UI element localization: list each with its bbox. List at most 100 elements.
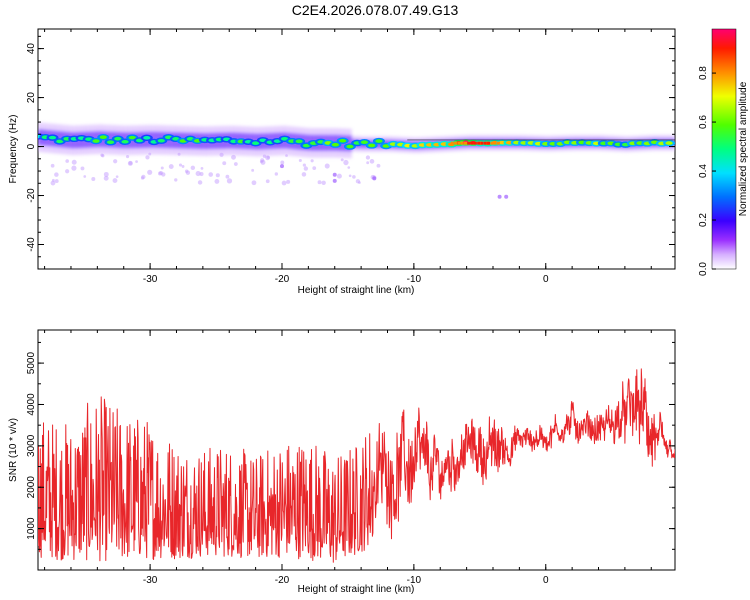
spectrogram-speck (135, 160, 138, 163)
spectrogram-speck (301, 172, 307, 177)
spectrogram-speck (159, 170, 164, 175)
snr-x-tick-label: -30 (143, 575, 158, 586)
spectrogram-speck (372, 176, 377, 181)
spectrogram-cell (273, 139, 281, 143)
spectrogram-cell (480, 141, 484, 145)
snr-y-axis: 1000 2000 3000 4000 5000 (26, 341, 675, 550)
spectrogram-speck (101, 154, 105, 158)
spectrogram-speck (168, 164, 174, 170)
spectrogram-speck (222, 161, 227, 166)
spectrogram-speck (226, 178, 233, 184)
chart-title: C2E4.2026.078.07.49.G13 (291, 2, 459, 18)
spectrogram-speck (112, 178, 118, 184)
spectrogram-speck (298, 159, 302, 163)
colorbar-tick-label: 0.8 (698, 66, 709, 80)
spectrogram-speck (497, 194, 502, 199)
colorbar-tick-label: 0.0 (698, 262, 709, 276)
spectrogram-speck (71, 159, 77, 165)
spectrogram-speck (504, 194, 509, 199)
spectrogram-heatmap (38, 122, 675, 199)
spectrogram-speck (369, 159, 375, 164)
spectrogram-speck (281, 180, 287, 186)
spectrogram-speck (214, 179, 220, 184)
spectrogram-speck (199, 172, 204, 177)
spectrogram-speck (200, 167, 204, 170)
snr-y-tick-label: 5000 (26, 352, 37, 375)
snr-series-line (38, 368, 675, 563)
spectrogram-speck (54, 179, 59, 183)
spectrogram-speck (147, 169, 153, 175)
spectrogram-speck (285, 154, 288, 157)
snr-y-tick-label: 3000 (26, 434, 37, 457)
spectrogram-speck (50, 180, 56, 186)
spectrogram-speck (343, 159, 349, 166)
spectrogram-speck (65, 169, 70, 174)
spectrogram-cell (56, 139, 64, 144)
spectrogram-cell (450, 141, 454, 145)
spectrogram-x-tick-label: -30 (143, 274, 158, 285)
spectrogram-speck (145, 155, 150, 160)
spectrogram-cell (339, 138, 347, 143)
colorbar-tick-label: 0.6 (698, 115, 709, 129)
spectrogram-speck (80, 166, 85, 171)
spectrogram-speck (347, 166, 351, 169)
spectrogram-cell (128, 135, 136, 140)
spectrogram-speck (274, 172, 279, 176)
spectrogram-cell (665, 141, 673, 145)
spectrogram-speck (348, 174, 352, 178)
spectrogram-speck (302, 163, 306, 167)
spectrogram-cell (48, 135, 57, 140)
spectrogram-y-tick-label: 40 (26, 43, 37, 55)
spectrogram-speck (233, 162, 238, 166)
spectrogram-y-tick-label: 20 (26, 92, 37, 104)
spectrogram-speck (336, 173, 342, 179)
spectrogram-cell (331, 142, 339, 147)
colorbar: 0.0 0.2 0.4 0.6 0.8 Normalized spectral ampl… (698, 28, 749, 276)
spectrogram-speck (103, 171, 109, 177)
spectrogram-speck (279, 164, 284, 169)
spectrogram-speck (91, 176, 96, 181)
spectrogram-cell (375, 139, 383, 143)
spectrogram-speck (260, 158, 265, 163)
spectrogram-cell (143, 136, 151, 140)
spectrogram-speck (340, 158, 344, 162)
spectrogram-y-label: Frequency (Hz) (8, 115, 19, 184)
snr-y-label: SNR (10 * v/v) (8, 418, 19, 482)
spectrogram-cell (460, 141, 464, 145)
spectrogram-speck (358, 181, 361, 184)
spectrogram-speck (208, 172, 214, 177)
spectrogram-y-tick-label: 0 (26, 143, 37, 149)
spectrogram-x-label: Height of straight line (km) (298, 285, 415, 296)
spectrogram-speck (366, 161, 370, 165)
spectrogram-cell (99, 135, 107, 140)
spectrogram-speck (321, 180, 326, 185)
spectrogram-speck (50, 163, 55, 168)
spectrogram-y-axis: -40 -20 0 20 40 (26, 35, 675, 270)
spectrogram-speck (286, 179, 291, 184)
snr-x-tick-label: -10 (407, 575, 422, 586)
snr-y-tick-label: 1000 (26, 517, 37, 540)
colorbar-tick-label: 0.2 (698, 213, 709, 227)
spectrogram-cell (157, 138, 165, 143)
spectrogram-speck (190, 165, 196, 171)
spectrogram-speck (141, 174, 146, 180)
spectrogram-speck (317, 180, 322, 185)
spectrogram-speck (185, 170, 191, 175)
spectrogram-speck (262, 154, 267, 158)
spectrogram-speck (125, 155, 130, 159)
spectrogram-speck (178, 163, 183, 167)
spectrogram-x-tick-label: 0 (543, 274, 549, 285)
spectrogram-y-tick-label: -40 (26, 237, 37, 252)
spectrogram-speck (352, 175, 356, 179)
spectrogram-cell (346, 144, 354, 149)
spectrogram-cell (470, 141, 474, 145)
spectrogram-cell (467, 141, 471, 145)
spectrogram-speck (65, 159, 69, 163)
spectrogram-cell (360, 140, 369, 145)
spectrogram-cell (121, 139, 129, 144)
spectrogram-cell (483, 141, 487, 145)
spectrogram-speck (332, 178, 337, 183)
colorbar-tick-label: 0.4 (698, 164, 709, 178)
spectrogram-cell (281, 137, 289, 141)
spectrogram-cell (457, 141, 461, 145)
